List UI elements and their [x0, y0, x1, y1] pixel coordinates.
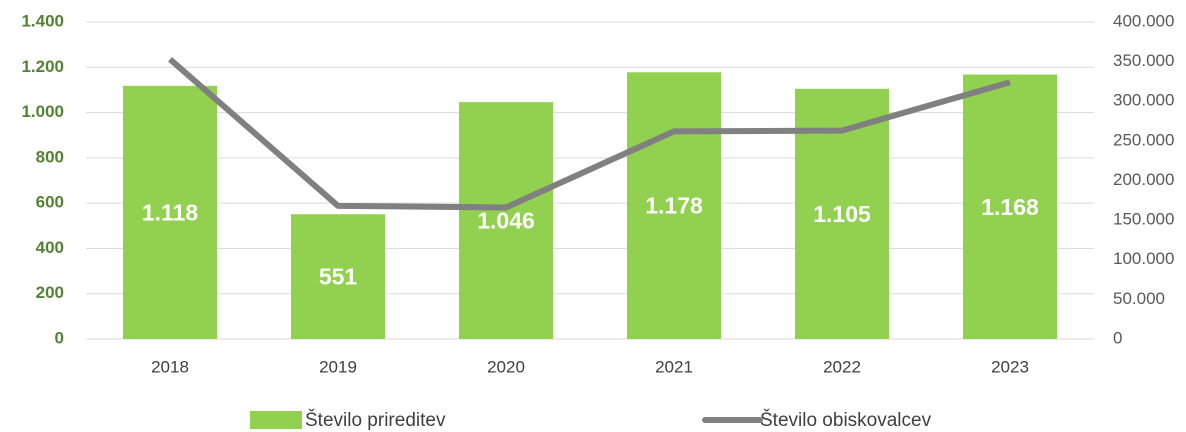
bar: [291, 214, 385, 339]
y2-tick-label: 150.000: [1113, 210, 1174, 229]
bar: [627, 72, 721, 339]
data-label: 1.118: [142, 200, 198, 226]
y-tick-label: 1.200: [21, 57, 64, 76]
x-tick-label: 2022: [823, 357, 861, 376]
data-label: 1.168: [981, 194, 1039, 220]
y-tick-label: 1.000: [21, 102, 64, 121]
x-tick-label: 2019: [319, 357, 357, 376]
y2-tick-label: 250.000: [1113, 130, 1174, 149]
x-tick-label: 2020: [487, 357, 525, 376]
y-tick-label: 1.400: [21, 11, 64, 30]
y2-tick-label: 50.000: [1113, 289, 1165, 308]
bar: [963, 74, 1057, 339]
data-label: 551: [319, 264, 358, 290]
y-tick-label: 200: [36, 283, 64, 302]
line: [168, 56, 1011, 211]
data-label: 1.046: [477, 208, 535, 234]
bar: [459, 102, 553, 339]
y-tick-label: 800: [36, 147, 64, 166]
y2-tick-label: 350.000: [1113, 51, 1174, 70]
legend-label: Število prireditev: [305, 409, 446, 431]
y-tick-label: 400: [36, 238, 64, 257]
legend-label: Število obiskovalcev: [760, 409, 932, 431]
y2-tick-label: 400.000: [1113, 11, 1174, 30]
y-tick-label: 0: [55, 328, 64, 347]
data-label: 1.105: [813, 201, 871, 227]
y2-tick-label: 200.000: [1113, 170, 1174, 189]
legend-swatch: [250, 411, 302, 429]
x-tick-label: 2018: [151, 357, 189, 376]
x-tick-label: 2023: [991, 357, 1029, 376]
y2-tick-label: 100.000: [1113, 249, 1174, 268]
bar: [123, 85, 217, 339]
x-tick-label: 2021: [655, 357, 693, 376]
y2-tick-label: 0: [1113, 328, 1122, 347]
y-tick-label: 600: [36, 193, 64, 212]
data-label: 1.178: [645, 193, 703, 219]
y2-tick-label: 300.000: [1113, 91, 1174, 110]
